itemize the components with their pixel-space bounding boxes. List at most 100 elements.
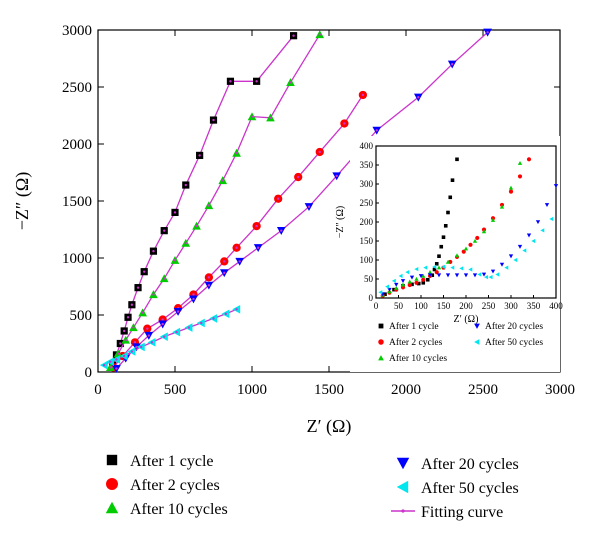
fit-point [133, 341, 137, 344]
inset-data-point-after-20-cycles [387, 287, 392, 292]
fit-point [152, 249, 155, 253]
inset-data-point-after-1-cycle [434, 262, 439, 266]
fit-point [307, 205, 311, 208]
fit-point [192, 297, 195, 301]
fit-point [147, 334, 151, 337]
x-tick-label: 0 [94, 382, 102, 398]
fit-point [122, 329, 126, 333]
fit-point [163, 229, 166, 232]
inset-legend-marker-after-20-cycles [474, 323, 480, 329]
inset-data-point-after-10-cycles [407, 279, 412, 284]
inset-data-point-after-1-cycle [437, 254, 441, 258]
fit-point [136, 286, 140, 289]
legend-marker-after-10-cycles [105, 501, 119, 514]
x-tick-label: 1000 [237, 382, 267, 398]
y-tick-label: 500 [70, 308, 93, 324]
inset-data-point-after-2-cycles [407, 283, 412, 288]
inset-x-tick-label: 150 [437, 301, 451, 311]
inset-legend-label: After 20 cycles [485, 321, 543, 332]
inset-x-tick-label: 0 [374, 301, 379, 311]
inset-data-point-after-10-cycles [427, 270, 433, 274]
inset-data-point-after-50-cycles [432, 264, 437, 269]
inset-x-tick-label: 50 [394, 301, 404, 311]
fit-point [115, 358, 118, 361]
inset-data-point-after-1-cycle [416, 281, 421, 286]
fit-point [486, 31, 489, 34]
fit-point [192, 293, 195, 296]
inset-plot: 0 50 100 150 200 250 300 350 400 0 50 100 150 200 250 3… [335, 136, 563, 372]
inset-data-point-after-1-cycle [432, 267, 437, 272]
inset-x-tick-label: 400 [549, 301, 563, 311]
inset-y-tick-label: 350 [360, 160, 374, 170]
x-tick-label: 2500 [468, 382, 498, 398]
inset-data-point-after-20-cycles [544, 203, 550, 208]
inset-data-point-after-2-cycles [508, 189, 514, 194]
main-legend: After 1 cycle After 2 cycles After 10 cycl… [105, 453, 519, 521]
inset-data-point-after-2-cycles [461, 249, 466, 254]
fit-point [235, 308, 238, 311]
fit-point [280, 229, 283, 232]
x-tick-label: 500 [164, 382, 187, 398]
inset-legend-label: After 50 cycles [485, 337, 543, 348]
fit-point [318, 33, 321, 36]
inset-data-point-after-50-cycles [504, 265, 509, 270]
inset-data-point-after-20-cycles [508, 254, 514, 259]
fit-point [229, 80, 232, 83]
fit-point [116, 352, 120, 355]
inset-data-point-after-2-cycles [468, 242, 473, 247]
fit-point [318, 150, 321, 154]
inset-data-point-after-1-cycle [392, 287, 396, 292]
inset-data-point-after-2-cycles [421, 277, 426, 282]
y-tick-label: 0 [85, 365, 93, 381]
inset-data-point-after-10-cycles [481, 229, 487, 234]
legend-label: After 1 cycle [130, 453, 214, 470]
fit-point [361, 93, 365, 97]
inset-data-point-after-20-cycles [490, 269, 496, 274]
fit-point [150, 341, 154, 344]
inset-y-tick-label: 50 [364, 274, 374, 284]
inset-data-point-after-10-cycles [472, 238, 478, 243]
inset-data-point-after-50-cycles [513, 257, 518, 263]
fit-point [163, 277, 166, 280]
inset-y-tick-label: 250 [360, 198, 374, 208]
y-tick-label: 2500 [62, 80, 92, 96]
legend-marker-after-50-cycles [396, 480, 409, 494]
inset-data-point-after-10-cycles [436, 265, 442, 270]
inset-data-point-after-1-cycle [443, 224, 448, 228]
inset-data-point-after-50-cycles [450, 265, 455, 270]
inset-legend-label: After 10 cycles [389, 353, 447, 364]
fit-point [132, 326, 135, 329]
inset-x-tick-label: 250 [482, 301, 496, 311]
fit-point [130, 303, 134, 306]
fit-point [256, 246, 260, 249]
fit-point [173, 211, 177, 214]
inset-data-point-after-10-cycles [508, 185, 514, 190]
inset-data-point-after-2-cycles [526, 157, 532, 162]
inset-y-axis-label: −Z″ (Ω) [335, 206, 346, 239]
inset-data-point-after-20-cycles [535, 220, 541, 225]
fit-point [146, 327, 149, 330]
inset-data-point-after-20-cycles [394, 282, 399, 287]
fit-point [223, 260, 226, 263]
fit-point [198, 154, 201, 157]
inset-data-point-after-10-cycles [499, 204, 505, 209]
inset-data-point-after-50-cycles [484, 274, 489, 280]
inset-data-point-after-50-cycles [477, 272, 482, 277]
fit-point [221, 179, 224, 182]
fit-point [255, 224, 258, 228]
fit-point [375, 129, 378, 132]
inset-x-tick-label: 350 [527, 301, 541, 311]
fit-point [276, 197, 280, 200]
inset-data-point-after-20-cycles [472, 273, 478, 278]
fit-point [212, 317, 215, 320]
inset-data-point-after-50-cycles [531, 238, 536, 244]
fit-point [212, 118, 215, 122]
inset-data-point-after-1-cycle [448, 195, 453, 200]
inset-data-point-after-10-cycles [517, 160, 523, 165]
fit-point [207, 204, 211, 207]
inset-y-tick-label: 150 [360, 236, 374, 246]
inset-data-point-after-20-cycles [418, 274, 424, 279]
fit-point [235, 246, 238, 249]
inset-data-point-after-20-cycles [427, 273, 433, 278]
